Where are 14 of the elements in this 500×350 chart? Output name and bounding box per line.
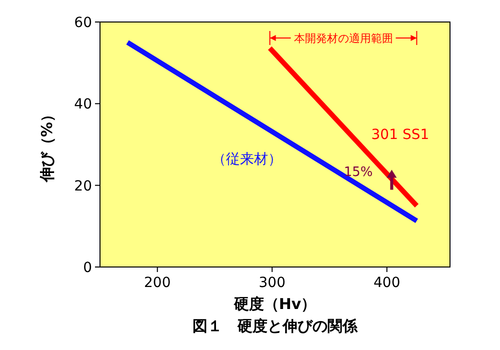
x-tick-label: 400: [374, 275, 400, 291]
x-tick-label: 200: [144, 275, 171, 291]
y-axis-title: 伸び（%）: [38, 106, 56, 184]
y-tick-label: 20: [74, 178, 92, 194]
annotation: 15%: [344, 164, 373, 180]
y-tick-label: 0: [83, 260, 92, 276]
series-label: （従来材）: [212, 152, 282, 168]
y-tick-label: 60: [74, 15, 92, 31]
series-label: 301 SS1: [371, 126, 430, 143]
x-axis-title: 硬度（Hv）: [232, 295, 316, 313]
text: 図１ 硬度と伸びの関係: [192, 317, 358, 335]
y-tick-label: 40: [74, 96, 92, 113]
x-tick-label: 300: [258, 275, 286, 291]
annotation: 本開発材の適用範囲: [294, 32, 393, 45]
